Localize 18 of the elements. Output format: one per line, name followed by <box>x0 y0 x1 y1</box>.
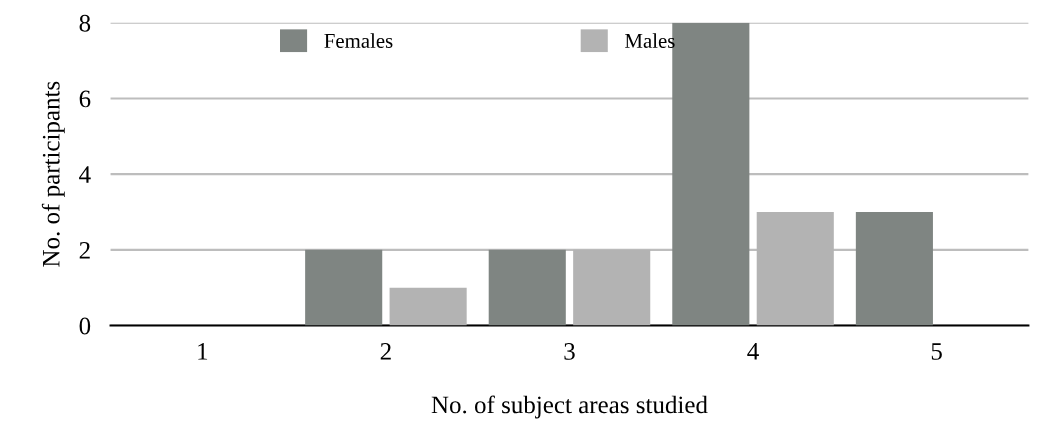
x-tick-label: 4 <box>747 343 759 360</box>
x-tick-label: 5 <box>931 343 942 360</box>
bar <box>855 212 933 326</box>
y-tick-label: 8 <box>79 14 91 32</box>
bar <box>488 249 566 326</box>
y-axis-title: No. of participants <box>41 81 65 267</box>
y-tick-label: 4 <box>79 166 91 183</box>
legend-label: Females <box>324 33 393 48</box>
legend-label: Males <box>625 33 675 48</box>
x-tick-label: 3 <box>564 343 575 360</box>
y-tick-label: 2 <box>79 241 90 259</box>
bar <box>305 249 383 326</box>
y-tick-label: 6 <box>79 90 91 108</box>
x-axis-title: No. of subject areas studied <box>431 395 708 419</box>
bar <box>389 287 467 326</box>
x-tick-label: 1 <box>198 343 208 360</box>
x-tick-label: 2 <box>380 343 391 360</box>
y-tick-label: 0 <box>79 317 91 335</box>
